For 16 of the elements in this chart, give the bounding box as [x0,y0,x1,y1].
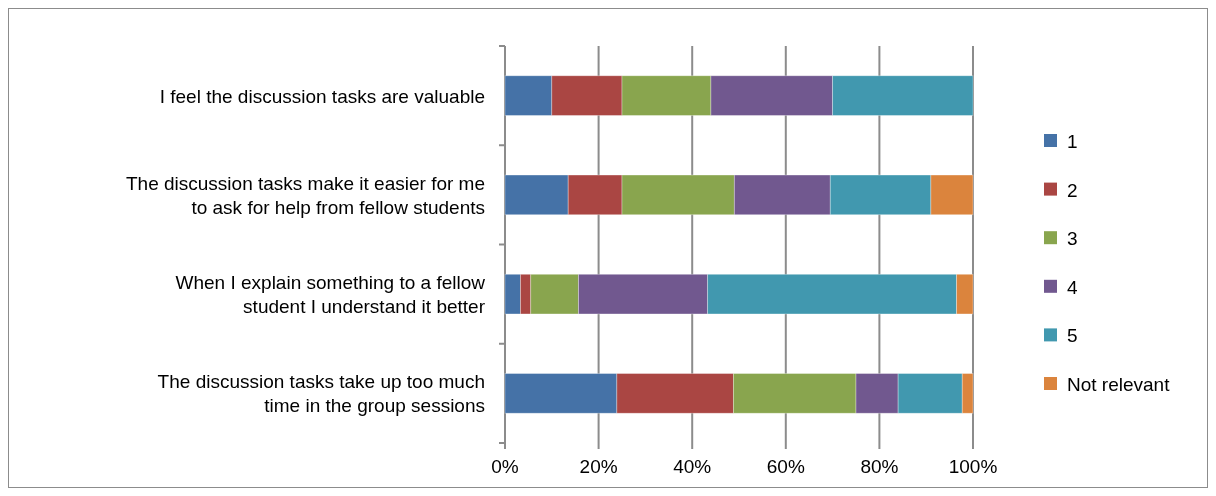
x-tick-label: 0% [491,456,519,477]
y-tick-label: The discussion tasks make it easier for me to ask for help from fellow students [125,172,485,218]
legend-label: 3 [1067,228,1078,250]
legend-label: 2 [1067,179,1078,201]
legend-label: Not relevant [1067,374,1171,395]
y-tick-label: When I explain something to a fellow student I understand it better [175,272,486,318]
legend-label: 5 [1067,325,1078,347]
x-tick-label: 60% [766,456,805,477]
legend-label: 4 [1067,276,1078,298]
y-tick-label: I feel the discussion tasks are valuable [159,85,485,107]
x-tick-label: 100% [948,456,998,477]
x-tick-label: 80% [860,456,899,477]
x-tick-label: 40% [673,456,712,477]
y-tick-label: The discussion tasks take up too much time in the group sessions [157,371,485,417]
x-tick-label: 20% [579,456,618,477]
legend-label: 1 [1067,131,1078,152]
